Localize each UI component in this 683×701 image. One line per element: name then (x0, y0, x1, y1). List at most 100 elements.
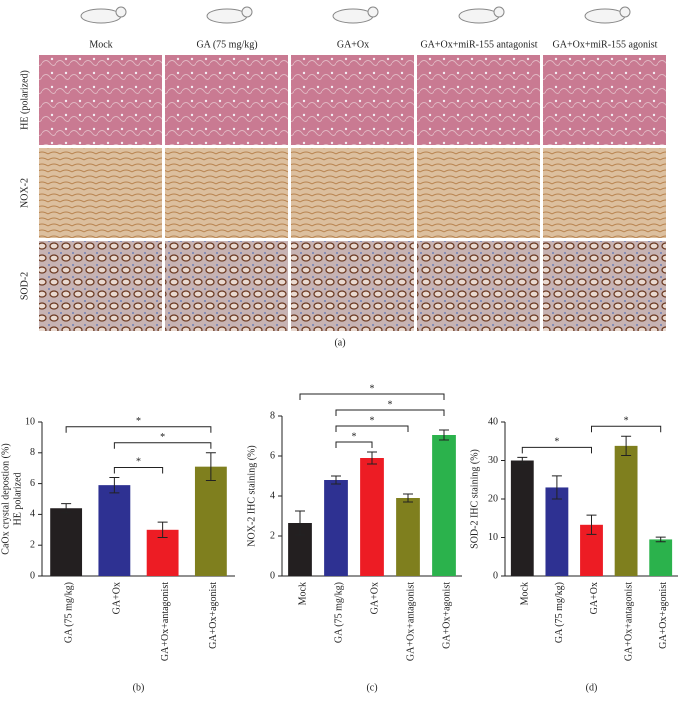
y-axis-label: CaOx crystal depostion (%) (0, 443, 11, 554)
significance-label: * (370, 415, 375, 426)
y-tick-label: 0 (270, 570, 275, 581)
error-bar (517, 456, 528, 465)
y-tick-label: 8 (270, 410, 275, 421)
error-bar (295, 510, 305, 536)
significance-bracket (299, 393, 445, 400)
y-axis-label: HE polarized (12, 472, 23, 525)
micrograph (291, 241, 414, 331)
bar (288, 523, 312, 576)
significance-bracket (335, 441, 373, 448)
rat-head (619, 6, 631, 18)
rat-icon (584, 8, 626, 24)
rat-icon (332, 8, 374, 24)
significance-bracket (335, 425, 409, 432)
significance-label: * (136, 457, 141, 468)
y-axis-label: NOX-2 IHC staining (%) (246, 445, 257, 546)
column-label: GA+Ox (337, 39, 369, 50)
x-tick-label: GA+Ox (369, 582, 380, 614)
y-tick-label: 0 (493, 570, 498, 581)
bar (324, 480, 348, 576)
error-bar (331, 475, 341, 485)
bar (432, 435, 456, 576)
panel-label: (c) (366, 682, 377, 693)
y-tick-label: 30 (488, 455, 498, 466)
x-tick-label: GA (75 mg/kg) (63, 582, 74, 643)
micrograph (417, 55, 540, 145)
micrograph (543, 148, 666, 238)
y-tick-label: 2 (30, 539, 35, 550)
column-label: GA+Ox+miR-155 agonist (553, 39, 658, 50)
micrograph (543, 241, 666, 331)
x-tick-label: GA+Ox+antagonist (405, 582, 416, 661)
micrograph (165, 148, 288, 238)
micrograph (39, 241, 162, 331)
significance-bracket (335, 409, 445, 416)
significance-label: * (136, 416, 141, 427)
error-bar (157, 521, 168, 538)
significance-label: * (352, 431, 357, 442)
error-bar (439, 429, 449, 441)
significance-bracket (113, 442, 212, 449)
micrograph (291, 148, 414, 238)
y-axis-label: SOD-2 IHC staining (%) (469, 449, 480, 549)
x-tick-label: GA+Ox+agonist (208, 582, 219, 649)
x-tick-label: Mock (520, 582, 531, 605)
y-tick-label: 0 (30, 570, 35, 581)
row-label: SOD-2 (19, 272, 30, 300)
rat-head (115, 6, 127, 18)
x-tick-label: GA+Ox (589, 582, 600, 614)
rat-head (493, 6, 505, 18)
error-bar (551, 475, 562, 500)
significance-bracket (591, 425, 662, 433)
micrograph (417, 148, 540, 238)
panel-label: (b) (133, 682, 145, 693)
y-tick-label: 20 (488, 493, 498, 504)
error-bar (586, 514, 597, 535)
y-tick-label: 10 (25, 416, 35, 427)
row-label: NOX-2 (19, 178, 30, 208)
x-tick-label: GA (75 mg/kg) (554, 582, 565, 643)
significance-bracket (65, 426, 212, 433)
bar (510, 460, 534, 576)
significance-label: * (160, 432, 165, 443)
bar (614, 445, 638, 576)
x-tick-label: GA+Ox+antagonist (160, 582, 171, 661)
y-tick-label: 4 (270, 490, 275, 501)
significance-label: * (624, 416, 629, 427)
y-tick-label: 6 (30, 478, 35, 489)
micrograph (165, 55, 288, 145)
bar (98, 485, 131, 576)
x-tick-label: Mock (297, 582, 308, 605)
significance-label: * (554, 437, 559, 448)
error-bar (367, 451, 377, 465)
y-tick-label: 2 (270, 530, 275, 541)
x-tick-label: GA (75 mg/kg) (333, 582, 344, 643)
micrograph (543, 55, 666, 145)
y-tick-label: 8 (30, 447, 35, 458)
error-bar (205, 452, 216, 482)
rat-head (367, 6, 379, 18)
panel-label: (d) (586, 682, 598, 693)
column-label: GA+Ox+miR-155 antagonist (420, 39, 537, 50)
panel-label: (a) (334, 337, 345, 348)
micrograph (291, 55, 414, 145)
bar (396, 498, 420, 576)
rat-icon (80, 8, 122, 24)
x-tick-label: GA+Ox+agonist (658, 582, 669, 649)
rat-head (241, 6, 253, 18)
rat-icon (458, 8, 500, 24)
bar (360, 458, 384, 576)
error-bar (109, 476, 120, 494)
micrograph (39, 55, 162, 145)
bar (545, 487, 569, 576)
error-bar (403, 493, 413, 503)
significance-bracket (521, 446, 592, 454)
y-tick-label: 10 (488, 532, 498, 543)
micrograph (165, 241, 288, 331)
x-tick-label: GA+Ox+antagonist (623, 582, 634, 661)
x-tick-label: GA+Ox+agonist (441, 582, 452, 649)
y-tick-label: 40 (488, 416, 498, 427)
y-tick-label: 4 (30, 509, 35, 520)
y-tick-label: 6 (270, 450, 275, 461)
